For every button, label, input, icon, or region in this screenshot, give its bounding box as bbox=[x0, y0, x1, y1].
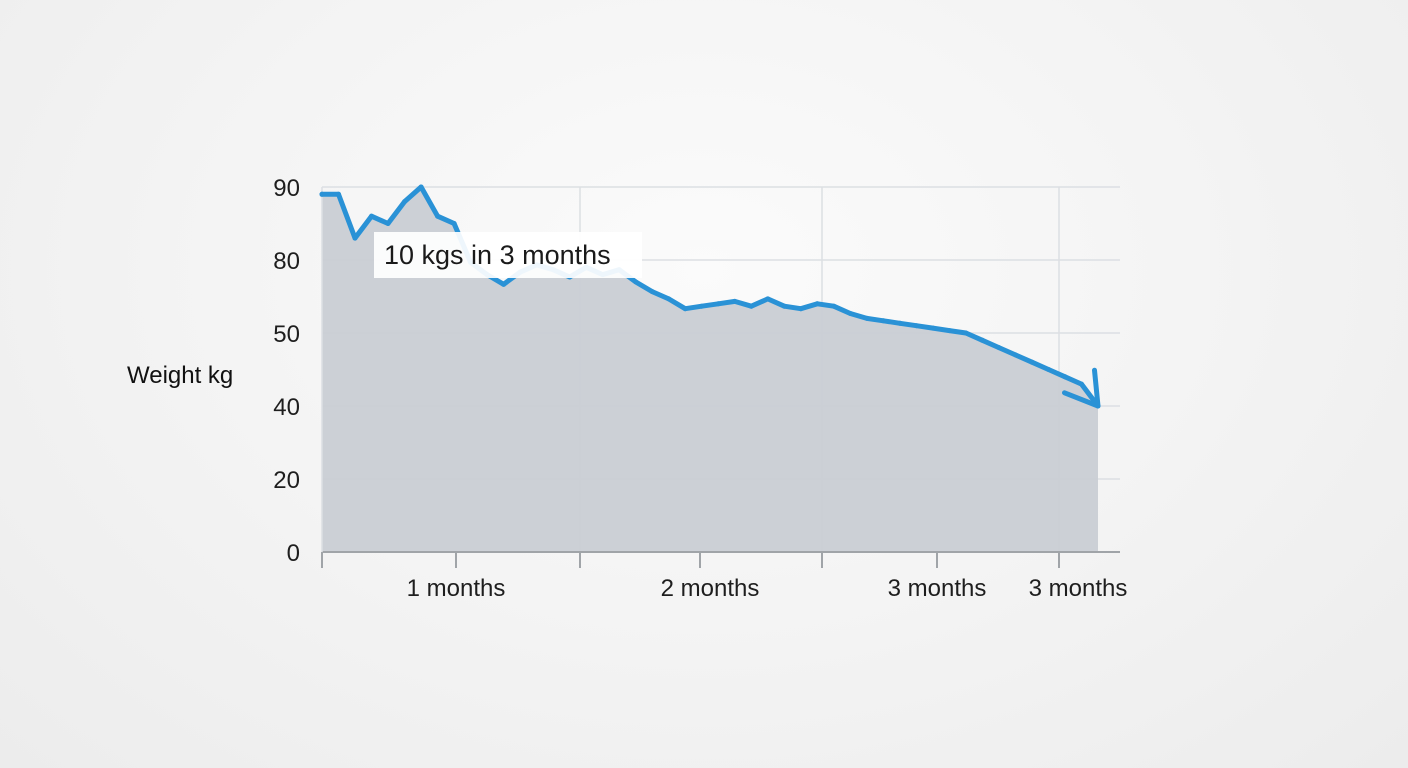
annotation-label: 10 kgs in 3 months bbox=[384, 240, 611, 270]
data-point bbox=[1012, 352, 1018, 358]
data-point bbox=[880, 318, 886, 324]
data-point bbox=[501, 281, 507, 287]
data-point bbox=[435, 213, 441, 219]
data-point bbox=[666, 296, 672, 302]
y-tick-labels: 0 20 40 50 80 90 bbox=[273, 175, 300, 567]
data-point bbox=[946, 328, 952, 334]
data-point bbox=[402, 199, 408, 205]
y-tick-label: 40 bbox=[273, 394, 300, 421]
data-point bbox=[699, 303, 705, 309]
data-point bbox=[649, 289, 655, 295]
data-point bbox=[1046, 367, 1051, 372]
data-point bbox=[913, 323, 919, 329]
data-point bbox=[864, 315, 870, 321]
annotation-background bbox=[374, 232, 642, 278]
data-point bbox=[814, 301, 820, 307]
series-line bbox=[319, 184, 1101, 409]
data-point bbox=[715, 301, 721, 307]
data-point bbox=[748, 303, 754, 309]
data-point bbox=[1079, 381, 1084, 387]
data-point bbox=[963, 330, 969, 336]
y-tick-label: 0 bbox=[287, 540, 300, 567]
data-point bbox=[798, 306, 804, 312]
trend-arrowhead bbox=[1062, 367, 1101, 409]
y-axis-label: Weight kg bbox=[127, 362, 233, 389]
data-point bbox=[336, 191, 341, 197]
y-tick-label: 90 bbox=[273, 175, 300, 202]
annotation: 10 kgs in 3 months bbox=[374, 232, 642, 278]
data-point bbox=[418, 184, 424, 190]
data-point bbox=[369, 213, 374, 219]
data-point bbox=[732, 298, 738, 304]
line-layer bbox=[319, 184, 1101, 409]
data-point bbox=[930, 325, 936, 331]
y-tick-label: 50 bbox=[273, 321, 300, 348]
data-point bbox=[765, 296, 771, 302]
data-point bbox=[996, 345, 1002, 351]
data-point bbox=[352, 235, 358, 241]
data-point bbox=[633, 279, 639, 285]
x-tick-label: 1 months bbox=[407, 575, 506, 602]
x-tick-label: 3 months bbox=[1029, 575, 1128, 602]
data-point bbox=[831, 303, 837, 309]
data-point bbox=[1029, 359, 1035, 365]
data-point bbox=[781, 303, 787, 309]
data-point bbox=[847, 311, 853, 316]
x-tick-labels: 1 months 2 months 3 months 3 months bbox=[407, 575, 1128, 602]
y-tick-label: 20 bbox=[273, 467, 300, 494]
y-tick-label: 80 bbox=[273, 248, 300, 275]
data-point bbox=[979, 337, 985, 343]
data-point bbox=[385, 221, 391, 226]
x-tick-label: 3 months bbox=[888, 575, 987, 602]
axes bbox=[321, 187, 1120, 568]
data-point bbox=[1062, 374, 1068, 380]
data-point bbox=[897, 320, 903, 326]
x-tick-label: 2 months bbox=[661, 575, 760, 602]
data-point bbox=[682, 306, 688, 312]
data-point bbox=[319, 191, 325, 197]
data-point bbox=[451, 221, 457, 226]
